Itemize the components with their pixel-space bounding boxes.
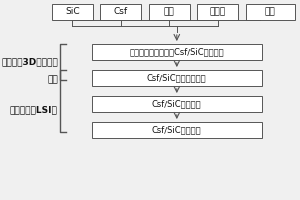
Text: 墨水直写3D打印技术: 墨水直写3D打印技术 [1,58,58,66]
Text: Csf: Csf [114,7,128,17]
Text: 分散剂: 分散剂 [209,7,226,17]
Text: 碳化: 碳化 [47,75,58,84]
FancyBboxPatch shape [92,44,262,60]
Text: Csf∕SiC复合材料生坏: Csf∕SiC复合材料生坏 [147,73,207,82]
Text: 液相渗硯（LSI）: 液相渗硯（LSI） [10,106,58,114]
FancyBboxPatch shape [52,4,93,20]
FancyBboxPatch shape [92,70,262,86]
FancyBboxPatch shape [149,4,190,20]
Text: SiC: SiC [65,7,80,17]
FancyBboxPatch shape [100,4,141,20]
FancyBboxPatch shape [92,96,262,112]
Text: 碘源: 碘源 [164,7,175,17]
FancyBboxPatch shape [92,122,262,138]
FancyBboxPatch shape [197,4,238,20]
Text: Csf∕SiC复合材料: Csf∕SiC复合材料 [152,126,202,134]
Text: Csf∕SiC二次坏体: Csf∕SiC二次坏体 [152,99,202,108]
Text: 高固含量、低粘度的Csf∕SiC复合浆料: 高固含量、低粘度的Csf∕SiC复合浆料 [130,47,224,56]
FancyBboxPatch shape [246,4,295,20]
Text: 其他: 其他 [265,7,276,17]
